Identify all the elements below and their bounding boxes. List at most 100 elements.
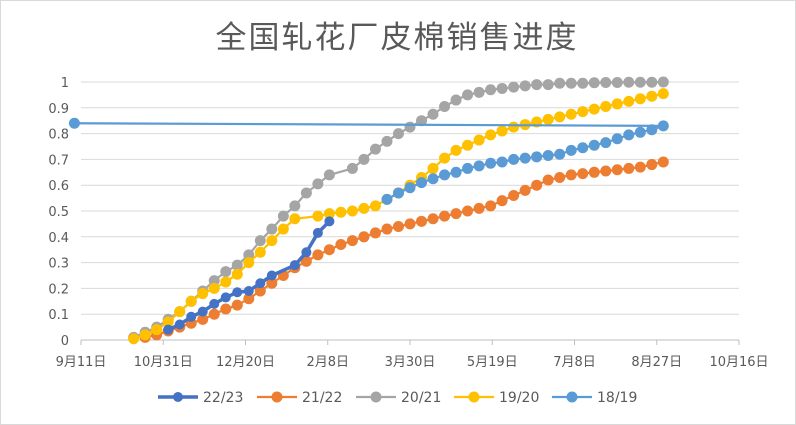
y-tick-label: 0.3	[48, 257, 69, 272]
data-point	[346, 162, 358, 174]
data-point	[427, 173, 439, 185]
data-point	[542, 113, 554, 125]
data-point	[439, 101, 451, 113]
data-point	[473, 160, 485, 172]
x-tick-label: 3月30日	[385, 355, 436, 370]
data-point	[289, 200, 301, 212]
data-point	[646, 76, 658, 88]
data-point	[208, 282, 220, 294]
x-tick-label: 5月19日	[467, 355, 518, 370]
data-point	[163, 324, 174, 335]
legend-label: 22/23	[203, 390, 243, 406]
series-group	[68, 76, 669, 345]
data-point	[254, 285, 266, 297]
x-axis-ticks: 9月11日 10月31日 12月20日 2月8日 3月30日 5月19日 7月8日 8月27日…	[56, 340, 769, 370]
data-point	[600, 137, 612, 149]
data-point	[392, 128, 404, 140]
x-tick-label: 8月27日	[631, 355, 682, 370]
data-point	[473, 202, 485, 214]
data-point	[254, 235, 266, 247]
data-point	[577, 106, 589, 118]
series-21-22	[139, 156, 669, 343]
data-point	[197, 288, 209, 300]
data-point	[185, 295, 197, 307]
data-point	[623, 95, 635, 107]
legend-swatch-marker	[370, 391, 382, 403]
data-point	[646, 159, 658, 171]
data-point	[588, 166, 600, 178]
data-point	[519, 152, 531, 164]
data-point	[68, 117, 80, 129]
data-point	[358, 202, 370, 214]
data-point	[485, 157, 497, 169]
legend-label: 19/20	[499, 390, 539, 406]
data-point	[577, 77, 589, 89]
data-point	[369, 200, 381, 212]
data-point	[611, 133, 623, 145]
data-point	[462, 89, 474, 101]
data-point	[565, 77, 577, 89]
data-point	[519, 80, 531, 92]
data-point	[565, 169, 577, 181]
data-point	[162, 316, 174, 328]
data-point	[416, 177, 428, 189]
data-point	[335, 206, 347, 218]
series-line	[133, 80, 664, 339]
legend: 22/23 21/22 20/21 19/20 18/19	[158, 390, 637, 406]
legend-swatch-marker	[271, 391, 283, 403]
data-point	[496, 125, 508, 137]
data-point	[427, 162, 439, 174]
series-20-21	[128, 76, 669, 343]
data-point	[634, 126, 646, 138]
data-point	[439, 152, 451, 164]
data-point	[473, 134, 485, 146]
y-tick-label: 0.9	[48, 102, 69, 117]
data-point	[427, 213, 439, 225]
legend-label: 18/19	[597, 390, 637, 406]
data-point	[657, 88, 669, 100]
data-point	[508, 153, 520, 165]
data-point	[208, 308, 220, 320]
data-point	[301, 247, 312, 258]
data-point	[531, 151, 543, 163]
data-point	[174, 306, 186, 318]
data-point	[462, 139, 474, 151]
data-point	[542, 79, 554, 91]
data-point	[312, 249, 324, 261]
data-point	[404, 121, 416, 133]
data-point	[565, 144, 577, 156]
data-point	[657, 76, 669, 88]
data-point	[611, 164, 623, 176]
x-tick-label: 7月8日	[553, 355, 596, 370]
data-point	[128, 333, 140, 345]
chart-title: 全国轧花厂皮棉销售进度	[216, 20, 579, 56]
data-point	[508, 121, 520, 133]
data-point	[427, 108, 439, 120]
y-tick-label: 0	[61, 334, 69, 349]
data-point	[588, 77, 600, 89]
data-point	[554, 77, 566, 89]
data-point	[588, 103, 600, 115]
data-point	[416, 215, 428, 227]
data-point	[381, 193, 393, 205]
data-point	[277, 210, 289, 222]
data-point	[243, 285, 254, 296]
data-point	[623, 76, 635, 88]
data-point	[266, 277, 278, 289]
data-point	[289, 213, 301, 225]
data-point	[300, 255, 312, 267]
data-point	[358, 231, 370, 243]
data-point	[531, 179, 543, 191]
legend-label: 20/21	[401, 390, 441, 406]
data-point	[508, 81, 520, 93]
data-point	[462, 205, 474, 217]
y-axis-ticks: 0 0.1 0.2 0.3 0.4 0.5 0.6 0.7 0.8 0.9 1	[48, 76, 69, 349]
y-tick-label: 0.4	[48, 231, 69, 246]
data-point	[346, 235, 358, 247]
data-point	[346, 205, 358, 217]
data-point	[496, 82, 508, 94]
data-point	[266, 223, 278, 235]
data-point	[646, 90, 658, 102]
data-point	[554, 171, 566, 183]
